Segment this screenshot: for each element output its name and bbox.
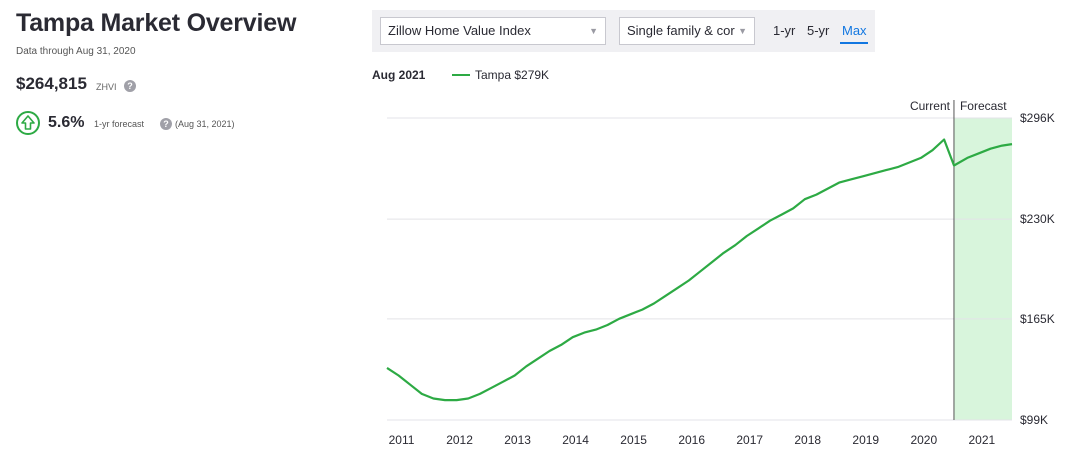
index-select[interactable]: Zillow Home Value Index ▼: [380, 17, 606, 45]
range-tab-max[interactable]: Max: [842, 23, 867, 38]
x-tick-label: 2018: [794, 433, 821, 447]
chevron-down-icon: ▼: [589, 26, 598, 36]
zhvi-label: ZHVI: [96, 82, 117, 92]
current-label: Current: [910, 99, 951, 113]
zhvi-value: $264,815: [16, 74, 87, 93]
data-through-note: Data through Aug 31, 2020: [16, 46, 136, 57]
up-arrow-circle-icon: [16, 111, 40, 135]
forecast-percent: 5.6%: [48, 114, 85, 131]
help-icon[interactable]: ?: [160, 118, 172, 130]
index-select-value: Zillow Home Value Index: [388, 23, 531, 38]
y-tick-label: $296K: [1020, 111, 1055, 125]
y-tick-label: $230K: [1020, 212, 1055, 226]
x-tick-label: 2014: [562, 433, 589, 447]
x-tick-label: 2019: [852, 433, 879, 447]
series-line: [386, 138, 1013, 402]
active-tab-indicator: [840, 42, 868, 44]
legend-date: Aug 2021: [372, 68, 426, 82]
x-tick-label: 2021: [968, 433, 995, 447]
y-tick-label: $165K: [1020, 312, 1055, 326]
range-tab-1yr[interactable]: 1-yr: [773, 23, 796, 38]
chevron-down-icon: ▼: [738, 26, 747, 36]
x-tick-label: 2017: [736, 433, 763, 447]
x-tick-label: 2020: [910, 433, 937, 447]
home-type-select[interactable]: Single family & cor ▼: [619, 17, 755, 45]
x-tick-label: 2011: [389, 433, 415, 447]
forecast-label: 1-yr forecast: [94, 119, 145, 129]
range-tab-5yr[interactable]: 5-yr: [807, 23, 830, 38]
page-title: Tampa Market Overview: [16, 9, 297, 37]
x-tick-label: 2012: [446, 433, 473, 447]
y-tick-label: $99K: [1020, 413, 1048, 427]
x-tick-label: 2013: [504, 433, 531, 447]
forecast-date: (Aug 31, 2021): [175, 119, 235, 129]
legend-label: Tampa $279K: [475, 68, 550, 82]
legend-swatch: [452, 74, 470, 76]
forecast-region: [953, 118, 1012, 420]
help-icon[interactable]: ?: [124, 80, 136, 92]
chart-controls: Zillow Home Value Index ▼ Single family …: [372, 10, 875, 52]
home-type-select-value: Single family & cor: [627, 23, 735, 38]
x-tick-label: 2015: [620, 433, 647, 447]
x-tick-label: 2016: [678, 433, 705, 447]
forecast-label: Forecast: [960, 99, 1007, 113]
